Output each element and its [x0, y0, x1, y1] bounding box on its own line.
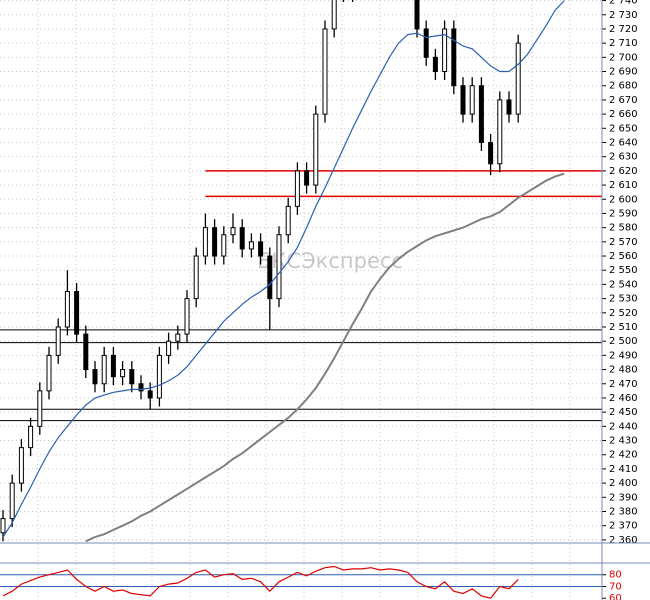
axis: 2 360 2 370 2 380 2 390 2 400 2 410 2 420 2 430… [602, 0, 638, 600]
candle-body [276, 234, 282, 300]
y-tick-label: 2 710 [609, 38, 638, 49]
y-tick-label: 2 500 [609, 336, 638, 347]
y-tick-label: 2 390 [609, 492, 638, 503]
candle-body [460, 85, 466, 115]
candle-body [120, 369, 126, 378]
candle-body [230, 227, 236, 236]
y-tick-label: 2 600 [609, 194, 638, 205]
candle-body [83, 333, 89, 371]
candle-body [331, 0, 337, 30]
candle-body [248, 241, 254, 250]
y-tick-label: 2 380 [609, 506, 638, 517]
candle-body [0, 518, 6, 534]
candle-body [46, 354, 52, 392]
candle-body [129, 369, 135, 385]
y-tick-label: 2 360 [609, 535, 638, 546]
y-tick-label: 2 590 [609, 208, 638, 219]
candle-body [451, 28, 457, 87]
candle-body [313, 113, 319, 186]
candle-body [9, 482, 15, 520]
y-tick-label: 2 520 [609, 308, 638, 319]
y-tick-label: 2 420 [609, 450, 638, 461]
candle-body [294, 170, 300, 207]
indicator-plot [0, 565, 602, 599]
candle-body [147, 390, 153, 399]
plot [0, 0, 602, 543]
y-tick-label: 2 690 [609, 67, 638, 78]
y-tick-label: 2 370 [609, 521, 638, 532]
candle-body [92, 369, 98, 385]
candle-body [442, 28, 448, 73]
y-tick-label: 2 480 [609, 365, 638, 376]
candle-body [138, 383, 144, 392]
candle-body [110, 354, 116, 378]
candle-body [497, 99, 503, 165]
y-tick-label: 2 640 [609, 137, 638, 148]
y-tick-label: 2 550 [609, 265, 638, 276]
candle-body [478, 85, 484, 143]
candle-body [423, 28, 429, 58]
y-tick-label: 2 530 [609, 294, 638, 305]
candle-body [267, 255, 273, 300]
y-tick-label: 2 580 [609, 223, 638, 234]
y-tick-label: 2 410 [609, 464, 638, 475]
candle-body [18, 447, 24, 484]
candle-body [166, 340, 172, 356]
candle-body [64, 291, 70, 328]
indicator-tick-label: 80 [609, 570, 622, 581]
y-tick-label: 2 400 [609, 478, 638, 489]
moving-average [85, 172, 565, 543]
y-tick-label: 2 450 [609, 407, 638, 418]
y-tick-label: 2 490 [609, 350, 638, 361]
candle-body [212, 227, 218, 257]
y-tick-label: 2 610 [609, 180, 638, 191]
y-tick-label: 2 510 [609, 322, 638, 333]
grid [0, 0, 602, 600]
y-tick-label: 2 460 [609, 393, 638, 404]
candle-body [175, 333, 181, 342]
candle-body [488, 141, 494, 165]
candle-body [432, 56, 438, 73]
candle-body [506, 99, 512, 115]
candle-body [221, 234, 227, 257]
y-tick-label: 2 570 [609, 237, 638, 248]
y-tick-label: 2 630 [609, 152, 638, 163]
candle-body [101, 354, 107, 385]
indicator-tick-label: 60 [609, 593, 622, 600]
y-tick-label: 2 680 [609, 81, 638, 92]
candle-body [414, 0, 420, 30]
candle-body [156, 354, 162, 399]
y-tick-label: 2 740 [609, 0, 638, 7]
moving-average [2, 0, 565, 538]
candle-body [184, 298, 190, 335]
y-tick-label: 2 620 [609, 166, 638, 177]
candle-body [37, 390, 43, 427]
y-tick-label: 2 470 [609, 379, 638, 390]
candle-body [322, 28, 328, 115]
y-tick-label: 2 670 [609, 95, 638, 106]
y-tick-label: 2 730 [609, 10, 638, 21]
y-tick-label: 2 700 [609, 52, 638, 63]
indicator-tick-label: 70 [609, 581, 622, 592]
candle-body [304, 170, 310, 186]
indicator-line [2, 565, 519, 599]
y-tick-label: 2 720 [609, 24, 638, 35]
candle-body [515, 42, 521, 115]
y-tick-label: 2 430 [609, 436, 638, 447]
candle-body [28, 425, 34, 449]
candle-body [193, 255, 199, 300]
candle-body [469, 85, 475, 115]
y-tick-label: 2 660 [609, 109, 638, 120]
candle-body [285, 205, 291, 236]
candle-body [74, 291, 80, 335]
candle-body [239, 227, 245, 250]
candle-body [55, 326, 61, 356]
candle-body [202, 227, 208, 257]
y-tick-label: 2 440 [609, 421, 638, 432]
y-tick-label: 2 540 [609, 279, 638, 290]
y-tick-label: 2 560 [609, 251, 638, 262]
candle-body [258, 241, 264, 257]
y-tick-label: 2 650 [609, 123, 638, 134]
